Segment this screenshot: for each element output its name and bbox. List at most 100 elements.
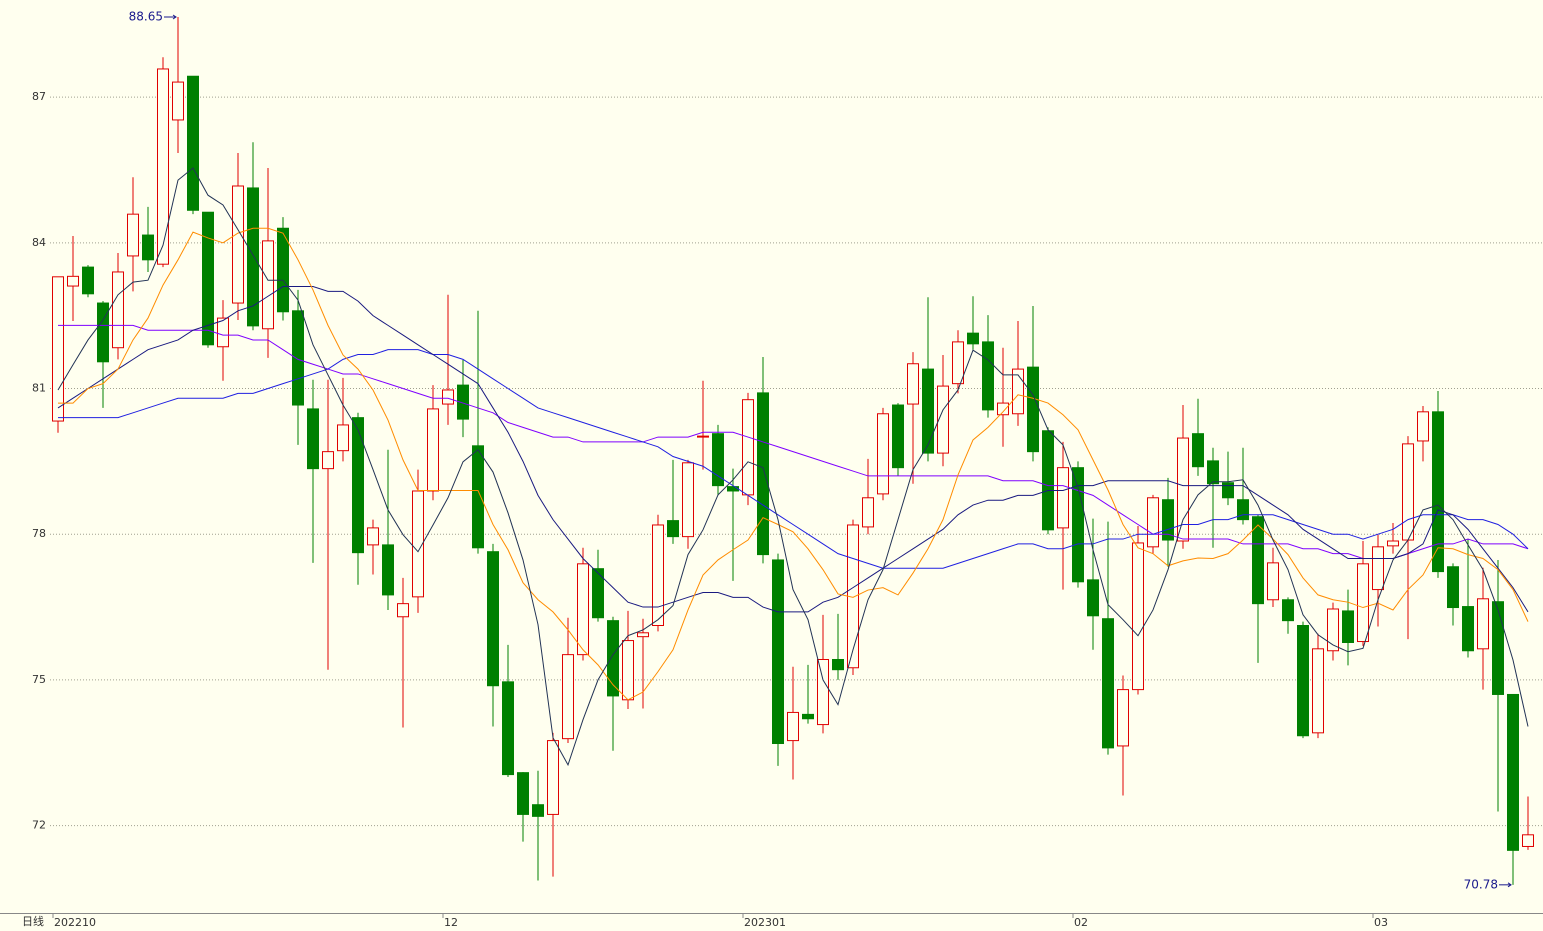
candle-body: [82, 266, 94, 295]
y-tick-label: 81: [32, 382, 46, 395]
candle-body: [1042, 430, 1054, 531]
y-tick-label: 84: [32, 236, 46, 249]
candle-body: [202, 211, 214, 346]
x-tick-label: 202301: [744, 916, 786, 929]
candle-body: [1252, 516, 1264, 605]
candle-body: [1057, 467, 1069, 529]
candle-body: [607, 620, 619, 697]
candle-body: [427, 408, 439, 492]
moving-average-line: [57, 167, 1529, 767]
candle-body: [862, 497, 874, 528]
candle-body: [1117, 689, 1129, 747]
candle-body: [367, 527, 379, 546]
candle-body: [1087, 579, 1099, 617]
x-tick-label: 03: [1374, 916, 1388, 929]
candle-body: [1177, 437, 1189, 542]
annotation-label: 88.65: [129, 9, 163, 23]
candle-body: [907, 363, 919, 405]
candle-body: [247, 187, 259, 327]
candle-body: [1492, 601, 1504, 695]
candle-body: [262, 240, 274, 330]
candle-body: [172, 81, 184, 121]
candle-body: [892, 404, 904, 469]
candle-body: [1462, 606, 1474, 652]
y-tick-label: 72: [32, 819, 46, 832]
candle-body: [307, 408, 319, 470]
candle-body: [442, 389, 454, 405]
candle-body: [1447, 566, 1459, 609]
candle-body: [1102, 618, 1114, 749]
candle-body: [1267, 562, 1279, 601]
candle-body: [472, 445, 484, 549]
candle-body: [1402, 443, 1414, 541]
candle-body: [457, 384, 469, 420]
x-tick-label: 12: [444, 916, 458, 929]
candle-body: [637, 632, 649, 638]
candle-body: [157, 68, 169, 265]
candle-body: [67, 275, 79, 287]
candle-body: [1522, 834, 1534, 847]
candle-body: [487, 551, 499, 687]
candle-body: [1012, 368, 1024, 415]
candle-body: [1237, 499, 1249, 521]
candle-body: [922, 368, 934, 454]
moving-average-line: [58, 349, 1529, 569]
candle-body: [517, 772, 529, 815]
candle-body: [187, 75, 199, 211]
candle-body: [1147, 497, 1159, 548]
candle-body: [532, 804, 544, 817]
annotation-label: 70.78: [1464, 877, 1498, 891]
candle-body: [1507, 693, 1519, 851]
candle-body: [97, 302, 109, 363]
x-tick-label: 02: [1074, 916, 1088, 929]
y-tick-label: 87: [32, 90, 46, 103]
moving-average-line: [57, 286, 1529, 613]
y-tick-label: 78: [32, 527, 46, 540]
candle-body: [757, 392, 769, 556]
candle-body: [1357, 563, 1369, 643]
candle-body: [1372, 546, 1384, 591]
candle-body: [1282, 599, 1294, 622]
candle-body: [982, 341, 994, 411]
moving-average-line: [58, 324, 1529, 559]
candle-body: [652, 524, 664, 627]
candle-body: [1327, 608, 1339, 652]
candle-body: [547, 740, 559, 815]
candle-body: [397, 603, 409, 618]
candle-body: [292, 310, 304, 406]
candle-body: [1162, 499, 1174, 541]
candle-body: [217, 317, 229, 348]
candle-body: [967, 332, 979, 345]
period-label: 日线: [22, 914, 44, 928]
candle-body: [1072, 467, 1084, 583]
candle-body: [1342, 610, 1354, 643]
candle-body: [52, 276, 64, 422]
candle-body: [502, 681, 514, 776]
moving-average-line: [58, 227, 1529, 701]
candle-body: [802, 713, 814, 720]
x-tick-label: 202210: [54, 916, 96, 929]
candle-body: [742, 399, 754, 496]
candle-body: [1312, 648, 1324, 734]
candle-body: [1192, 433, 1204, 468]
candle-body: [1207, 460, 1219, 485]
candle-body: [1132, 542, 1144, 691]
candle-body: [622, 640, 634, 701]
candle-body: [382, 544, 394, 596]
candle-body: [592, 568, 604, 619]
candle-body: [937, 385, 949, 454]
candle-body: [877, 413, 889, 495]
candle-body: [1222, 482, 1234, 499]
candle-body: [337, 424, 349, 452]
candle-body: [997, 402, 1009, 416]
candle-body: [352, 417, 364, 554]
candle-body: [1387, 540, 1399, 547]
candle-body: [1432, 411, 1444, 573]
candle-body: [817, 658, 829, 726]
candle-body: [277, 227, 289, 313]
candle-body: [1417, 411, 1429, 442]
candle-body: [667, 520, 679, 538]
